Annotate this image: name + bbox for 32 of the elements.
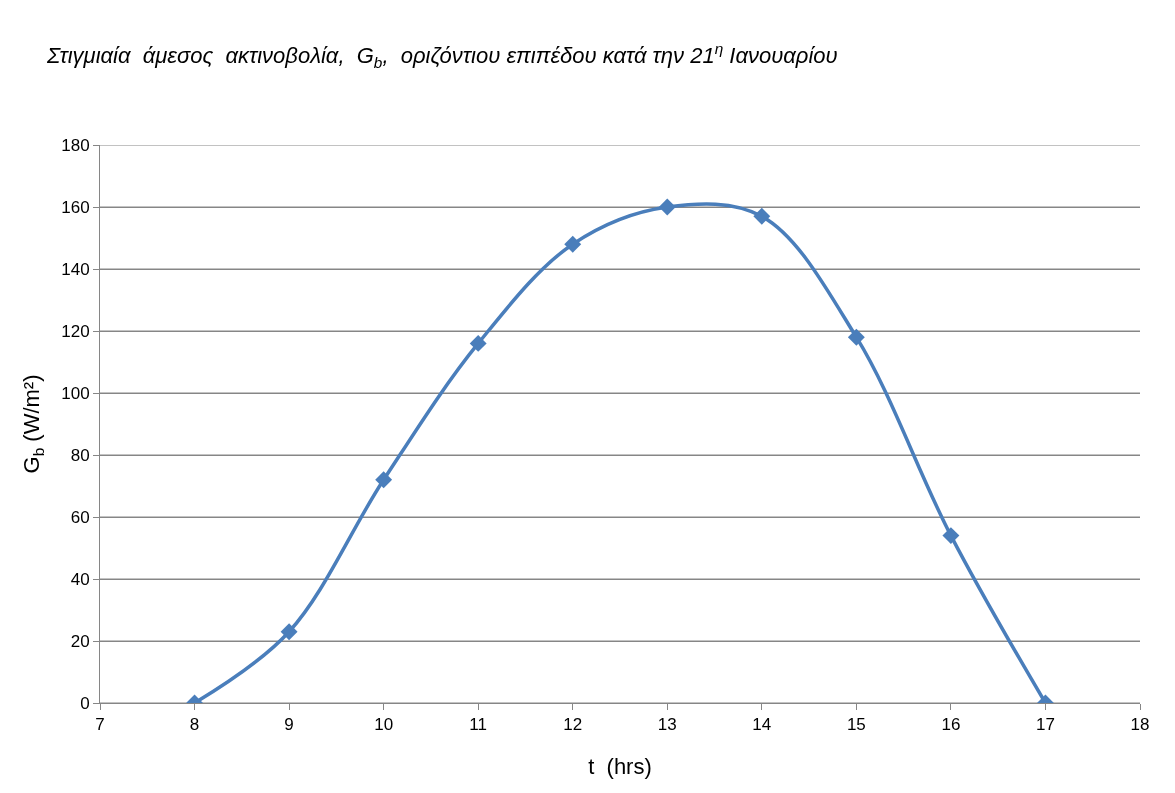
point bbox=[564, 235, 582, 253]
point bbox=[469, 334, 487, 352]
point bbox=[280, 623, 298, 641]
point bbox=[375, 471, 393, 489]
x-tick-label: 15 bbox=[846, 715, 866, 735]
x-tick-label: 16 bbox=[941, 715, 961, 735]
x-tick-label: 9 bbox=[284, 715, 294, 735]
point bbox=[847, 328, 865, 346]
y-tick-label: 160 bbox=[61, 197, 90, 217]
y-tick-label: 60 bbox=[70, 507, 90, 527]
point bbox=[942, 527, 960, 545]
x-tick-label: 12 bbox=[563, 715, 583, 735]
x-tick-label: 13 bbox=[657, 715, 677, 735]
x-tick-label: 14 bbox=[752, 715, 772, 735]
x-tick-label: 18 bbox=[1130, 715, 1150, 735]
point bbox=[753, 207, 771, 225]
y-tick-label: 80 bbox=[70, 445, 90, 465]
chart-title: Στιγμιαία άμεσος ακτινοβολία, G$_{b}$, οριζόντιου επιπέδου κατά την 21$^{η}$ Ιανουαρίου bbox=[46, 39, 838, 71]
x-tick-label: 7 bbox=[95, 715, 105, 735]
y-tick-label: 0 bbox=[80, 693, 90, 713]
x-tick-label: 8 bbox=[189, 715, 200, 735]
y-tick-label: 180 bbox=[61, 135, 90, 155]
x-tick-label: 11 bbox=[469, 715, 488, 735]
x-tick-label: 10 bbox=[374, 715, 394, 735]
y-tick-label: 100 bbox=[61, 383, 90, 403]
x-tick-label: 17 bbox=[1035, 715, 1055, 735]
y-tick-label: 120 bbox=[61, 321, 90, 341]
y-tick-label: 40 bbox=[70, 569, 90, 589]
x-axis-title: t (hrs) bbox=[588, 754, 652, 780]
y-tick-label: 140 bbox=[61, 259, 90, 279]
point bbox=[658, 198, 676, 216]
y-tick-label: 20 bbox=[70, 631, 90, 651]
